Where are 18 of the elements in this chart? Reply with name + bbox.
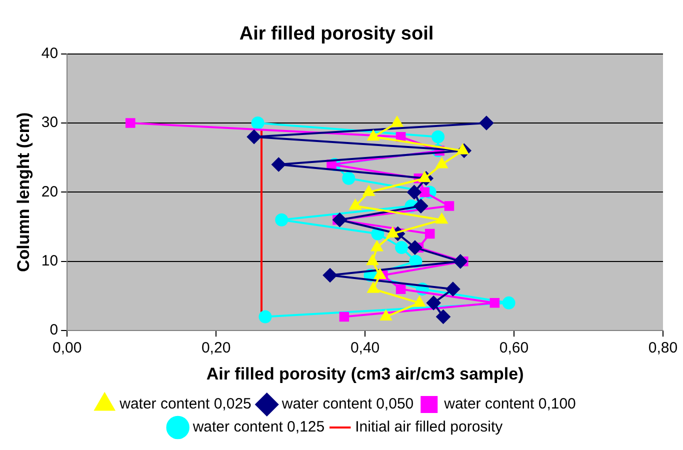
x-tick-label: 0,20 xyxy=(201,340,231,357)
y-axis-title: Column lenght (cm) xyxy=(14,112,33,272)
legend-label: water content 0,025 xyxy=(118,396,252,413)
y-tick-label: 10 xyxy=(41,252,58,270)
legend-label: Initial air filled porosity xyxy=(355,418,504,436)
y-tick-label: 20 xyxy=(41,183,58,200)
x-tick-label: 0,80 xyxy=(648,340,678,357)
y-tick-label: 0 xyxy=(50,322,58,339)
y-tick-label: 40 xyxy=(41,44,58,62)
x-tick-label: 0,40 xyxy=(350,340,380,357)
legend-label: water content 0,100 xyxy=(443,396,576,413)
x-axis-title: Air filled porosity (cm3 air/cm3 sample) xyxy=(206,364,524,384)
x-tick-label: 0,60 xyxy=(499,340,529,357)
legend-label: water content 0,125 xyxy=(192,418,325,436)
x-tick-label: 0,00 xyxy=(52,340,82,357)
legend-label: water content 0,050 xyxy=(280,396,414,413)
y-tick-label: 30 xyxy=(41,114,58,132)
chart-title: Air filled porosity soil xyxy=(239,24,434,45)
